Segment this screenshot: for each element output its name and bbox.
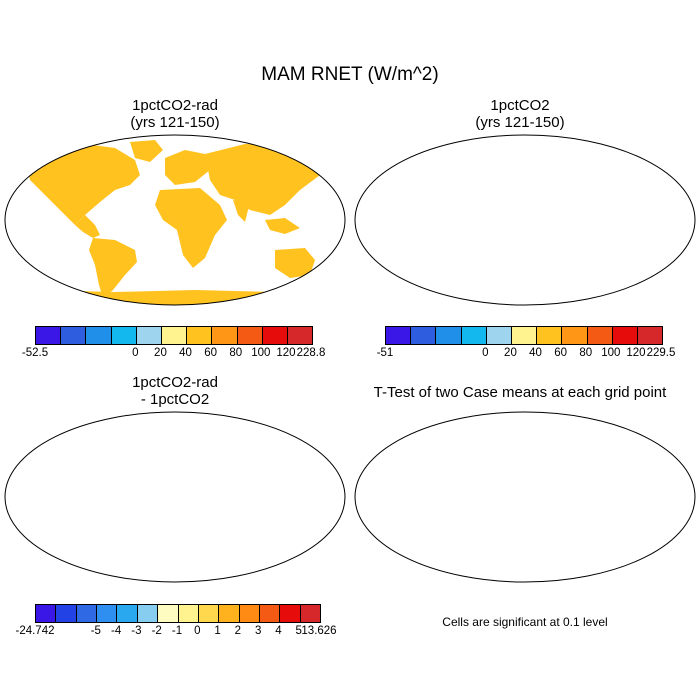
cb1-swatch <box>135 327 161 344</box>
cb2-swatch <box>536 327 562 344</box>
cb1-tick-label: 100 <box>251 347 271 359</box>
panel2-title-line2: (yrs 121-150) <box>475 114 565 131</box>
cb2-swatch <box>386 327 411 344</box>
panel2-title: 1pctCO2 (yrs 121-150) <box>370 97 670 131</box>
cb3-swatch <box>218 605 239 622</box>
cb1-swatch <box>36 327 61 344</box>
panel3-title-line1: 1pctCO2-rad <box>132 374 218 391</box>
panel1-title-line1: 1pctCO2-rad <box>132 97 218 114</box>
cb3-tick-label: 0 <box>194 625 201 637</box>
panel3-frame <box>4 411 346 583</box>
panel4-field <box>360 415 692 582</box>
colorbar-panel2 <box>385 326 663 345</box>
cb1-swatch <box>211 327 237 344</box>
cb2-swatch <box>586 327 612 344</box>
significance-note: Cells are significant at 0.1 level <box>442 615 608 629</box>
panel3-title-line2: - 1pctCO2 <box>140 391 210 408</box>
panel1-title: 1pctCO2-rad (yrs 121-150) <box>25 97 325 131</box>
cb3-swatch <box>258 605 280 622</box>
cb3-swatch <box>55 605 76 622</box>
cb2-swatch <box>410 327 436 344</box>
cb2-tick-label: 0 <box>482 347 489 359</box>
cb2-tick-label: -51 <box>376 347 394 359</box>
cb3-tick-label: -1 <box>171 625 183 637</box>
cb2-swatch <box>485 327 511 344</box>
cb2-swatch <box>510 327 537 344</box>
cb3-swatch <box>299 605 321 622</box>
cb2-tick-label: 229.5 <box>646 347 676 359</box>
colorbar-panel1 <box>35 326 313 345</box>
cb1-tick-label: 80 <box>229 347 243 359</box>
cb1-tick-label: 228.8 <box>296 347 326 359</box>
cb3-swatch <box>116 605 137 622</box>
cb2-tick-label: 20 <box>504 347 517 359</box>
cb2-tick-label: 100 <box>601 347 621 359</box>
cb3-swatch <box>238 605 259 622</box>
panel1-land <box>15 140 335 305</box>
panel4-title: T-Test of two Case means at each grid po… <box>373 384 667 401</box>
cb2-swatch <box>435 327 461 344</box>
cb3-tick-label: -4 <box>111 625 122 637</box>
cb3-tick-label: -24.742 <box>15 625 55 637</box>
cb1-tick-label: 20 <box>154 347 167 359</box>
cb3-swatch <box>197 605 219 622</box>
cb3-swatch <box>75 605 97 622</box>
cb1-swatch <box>85 327 111 344</box>
cb3-tick-label: 5 <box>295 625 302 637</box>
panel1-map <box>15 140 335 305</box>
cb1-swatch <box>160 327 187 344</box>
cb2-tick-label: 40 <box>529 347 542 359</box>
panel1-title-line2: (yrs 121-150) <box>130 114 220 131</box>
cb3-swatch <box>96 605 117 622</box>
cb3-swatch <box>177 605 198 622</box>
cb3-tick-label: 2 <box>234 625 242 637</box>
panel4-frame <box>354 411 696 583</box>
cb1-tick-label: 40 <box>179 347 192 359</box>
cb3-swatch <box>36 605 56 622</box>
cb1-tick-label: 120 <box>276 347 296 359</box>
cb3-tick-label: -3 <box>131 625 142 637</box>
cb1-tick-label: 0 <box>132 347 139 359</box>
cb3-tick-label: 4 <box>275 625 282 637</box>
cb2-swatch <box>561 327 587 344</box>
cb3-tick-label: -5 <box>90 625 101 637</box>
cb2-swatch <box>611 327 637 344</box>
cb1-swatch <box>236 327 262 344</box>
cb2-tick-label: 60 <box>554 347 568 359</box>
cb2-tick-label: 80 <box>579 347 593 359</box>
panel2-field <box>350 130 700 310</box>
cb1-swatch <box>261 327 287 344</box>
cb3-swatch <box>279 605 300 622</box>
panel3-field <box>0 407 350 587</box>
panel3-title: 1pctCO2-rad - 1pctCO2 <box>25 374 325 408</box>
cb1-swatch <box>286 327 313 344</box>
cb1-swatch <box>110 327 136 344</box>
colorbar-panel3 <box>35 604 321 623</box>
cb2-swatch <box>636 327 663 344</box>
cb2-tick-label: 120 <box>626 347 646 359</box>
cb1-swatch <box>60 327 86 344</box>
cb1-swatch <box>186 327 212 344</box>
cb1-tick-label: -52.5 <box>21 347 49 359</box>
cb3-swatch <box>136 605 158 622</box>
cb2-swatch <box>460 327 486 344</box>
cb1-tick-label: 60 <box>204 347 218 359</box>
cb3-tick-label: 3 <box>254 625 262 637</box>
cb3-swatch <box>157 605 178 622</box>
panel2-title-line1: 1pctCO2 <box>490 97 550 114</box>
cb3-tick-label: 13.626 <box>301 625 337 637</box>
cb3-tick-label: -2 <box>151 625 162 637</box>
figure-title: MAM RNET (W/m^2) <box>261 64 439 85</box>
cb3-tick-label: 1 <box>214 625 221 637</box>
panel1-frame <box>4 134 346 306</box>
panel2-frame <box>354 134 696 306</box>
